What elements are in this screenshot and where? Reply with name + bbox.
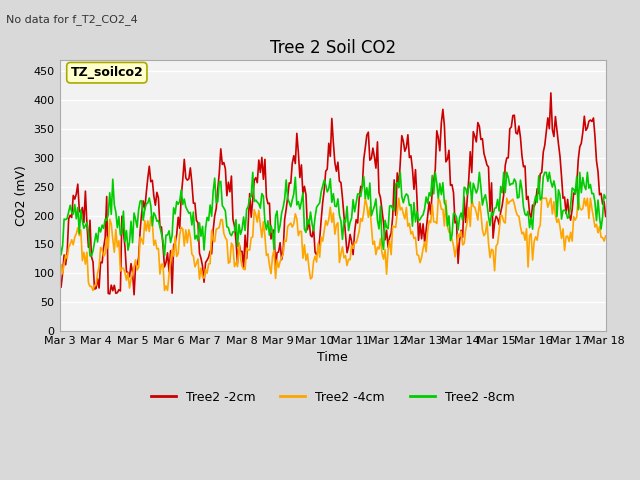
Line: Tree2 -4cm: Tree2 -4cm xyxy=(60,198,605,290)
Tree2 -8cm xyxy=(86,253,94,259)
Line: Tree2 -8cm: Tree2 -8cm xyxy=(60,172,605,256)
Text: TZ_soilco2: TZ_soilco2 xyxy=(70,66,143,79)
Tree2 -4cm xyxy=(124,270,132,276)
Text: No data for f_T2_CO2_4: No data for f_T2_CO2_4 xyxy=(6,14,138,25)
Tree2 -8cm xyxy=(56,235,63,241)
Tree2 -2cm xyxy=(296,175,304,180)
Tree2 -2cm xyxy=(248,215,255,220)
Tree2 -2cm xyxy=(220,160,228,166)
Tree2 -8cm xyxy=(238,226,246,232)
Tree2 -4cm xyxy=(56,274,63,280)
Tree2 -2cm xyxy=(547,90,555,96)
Tree2 -2cm xyxy=(130,292,138,298)
Tree2 -4cm xyxy=(89,288,97,293)
Tree2 -4cm xyxy=(575,195,582,201)
Tree2 -8cm xyxy=(575,207,582,213)
Tree2 -4cm xyxy=(238,264,246,269)
Tree2 -2cm xyxy=(56,279,63,285)
Tree2 -8cm xyxy=(298,199,305,204)
Line: Tree2 -2cm: Tree2 -2cm xyxy=(60,93,605,295)
Tree2 -4cm xyxy=(602,233,609,239)
Tree2 -4cm xyxy=(220,230,228,236)
Tree2 -8cm xyxy=(220,205,228,211)
Tree2 -8cm xyxy=(249,169,257,175)
Tree2 -2cm xyxy=(238,249,246,254)
Tree2 -2cm xyxy=(575,157,582,163)
Tree2 -8cm xyxy=(124,247,132,253)
Tree2 -2cm xyxy=(602,214,609,219)
Tree2 -4cm xyxy=(362,195,369,201)
Tree2 -8cm xyxy=(248,193,255,199)
Title: Tree 2 Soil CO2: Tree 2 Soil CO2 xyxy=(269,39,396,57)
Tree2 -8cm xyxy=(602,195,609,201)
X-axis label: Time: Time xyxy=(317,351,348,364)
Tree2 -2cm xyxy=(123,269,131,275)
Legend: Tree2 -2cm, Tree2 -4cm, Tree2 -8cm: Tree2 -2cm, Tree2 -4cm, Tree2 -8cm xyxy=(145,386,520,409)
Y-axis label: CO2 (mV): CO2 (mV) xyxy=(15,165,28,226)
Tree2 -4cm xyxy=(296,228,304,234)
Tree2 -4cm xyxy=(248,235,255,240)
